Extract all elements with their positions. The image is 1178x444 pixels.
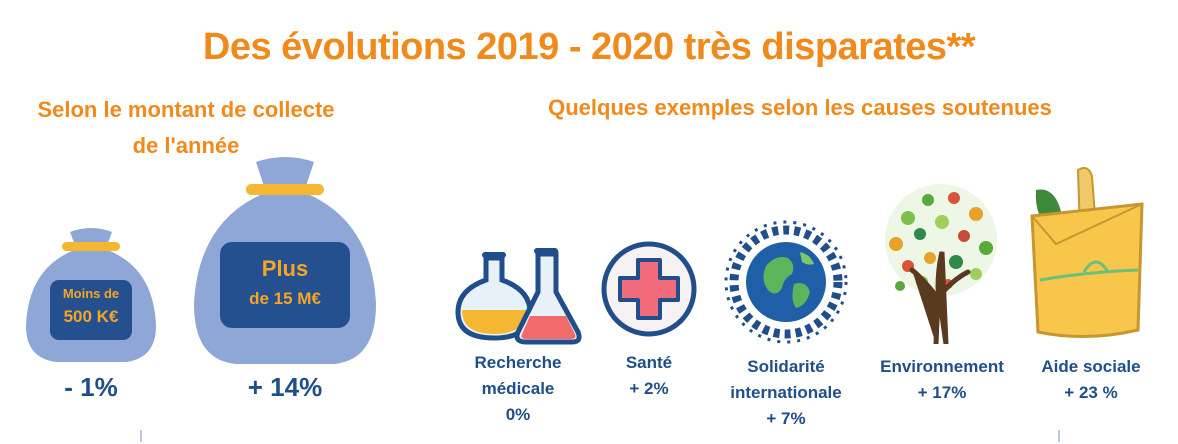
cause-recherche-line2: médicale	[481, 379, 555, 398]
divider-tick-right	[1058, 430, 1060, 442]
cause-environnement-line1: Environnement	[880, 357, 1004, 376]
cause-recherche-change: 0%	[505, 405, 531, 424]
small-bag: Moins de 500 K€	[22, 226, 160, 366]
small-bag-label-line2: 500 K€	[63, 307, 119, 326]
right-section-heading: Quelques exemples selon les causes soute…	[548, 95, 1052, 120]
money-bag-icon	[194, 157, 376, 364]
large-bag-change: + 14%	[247, 372, 323, 402]
cause-label-sante: Santé + 2%	[594, 350, 704, 402]
divider-tick-left	[140, 430, 142, 442]
small-bag-change: - 1%	[64, 372, 118, 402]
cause-solidarite-line2: internationale	[730, 383, 842, 402]
cause-solidarite-line1: Solidarité	[747, 357, 825, 376]
cause-aide-sociale-change: + 23 %	[1064, 383, 1118, 402]
small-bag-label-line1: Moins de	[62, 286, 120, 301]
left-section-heading: Selon le montant de collecte de l'année	[14, 92, 358, 164]
large-bag-label-line1: Plus	[261, 256, 309, 281]
large-bag: Plus de 15 M€	[190, 154, 380, 366]
left-heading-line2: de l'année	[132, 133, 240, 158]
cause-label-recherche: Recherche médicale 0%	[448, 350, 588, 428]
cause-recherche-line1: Recherche	[474, 353, 562, 372]
cause-label-aide-sociale: Aide sociale + 23 %	[1024, 354, 1158, 406]
cause-label-solidarite: Solidarité internationale + 7%	[714, 354, 858, 432]
money-bag-icon	[26, 228, 156, 362]
flasks-icon	[454, 246, 584, 346]
cause-sante-change: + 2%	[629, 379, 669, 398]
cause-environnement-change: + 17%	[917, 383, 967, 402]
cause-aide-sociale-line1: Aide sociale	[1041, 357, 1141, 376]
large-bag-label-line2: de 15 M€	[249, 289, 321, 308]
cause-solidarite-change: + 7%	[766, 409, 806, 428]
grocery-bag-icon	[1026, 160, 1148, 346]
cause-label-environnement: Environnement + 17%	[870, 354, 1014, 406]
globe-people-icon	[722, 218, 850, 346]
left-heading-line1: Selon le montant de collecte	[37, 97, 335, 122]
tree-icon	[872, 178, 1010, 347]
page-title: Des évolutions 2019 - 2020 très disparat…	[202, 26, 976, 68]
health-cross-icon	[600, 240, 698, 338]
cause-sante-line1: Santé	[625, 353, 673, 372]
